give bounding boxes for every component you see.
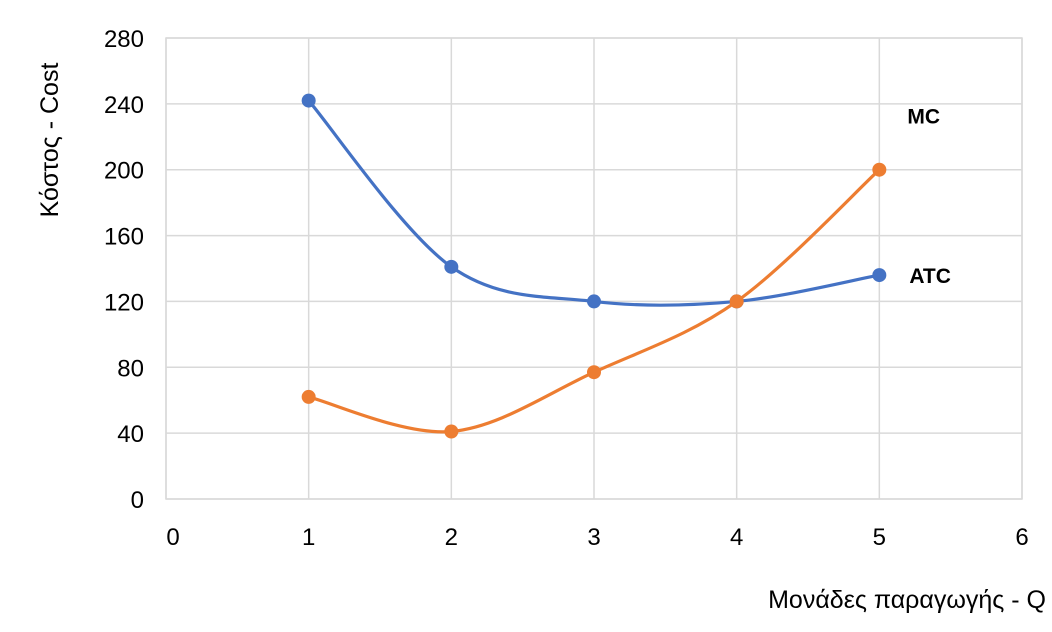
y-axis-title: Κόστος - Cost <box>36 63 64 218</box>
atc-data-point <box>301 93 316 108</box>
mc-data-point <box>872 162 887 177</box>
mc-data-point <box>587 365 601 380</box>
series-layer: ATC MC <box>301 93 951 439</box>
x-tick-label: 1 <box>302 524 315 551</box>
x-tick-label: 6 <box>1015 524 1028 551</box>
y-tick-label: 160 <box>104 224 144 251</box>
y-tick-label: 120 <box>104 289 144 316</box>
x-tick-label: 3 <box>587 524 600 551</box>
mc-series-label: MC <box>907 106 940 129</box>
y-tick-label: 280 <box>104 26 144 53</box>
x-tick-label: 5 <box>873 524 886 551</box>
x-axis-title: Μονάδες παραγωγής - Q <box>768 586 1046 614</box>
x-tick-label: 4 <box>730 524 743 551</box>
x-tick-label: 2 <box>445 524 458 551</box>
x-tick-label: 0 <box>166 524 179 551</box>
atc-data-point <box>587 294 601 309</box>
atc-series-label: ATC <box>909 265 951 288</box>
y-tick-label: 0 <box>131 487 144 514</box>
y-tick-label: 40 <box>117 421 144 448</box>
y-axis-ticks: 0 40 80 120 160 200 240 280 <box>104 26 144 514</box>
x-axis-ticks: 0 1 2 3 4 5 6 <box>166 524 1028 551</box>
y-tick-label: 80 <box>117 355 144 382</box>
atc-data-point <box>872 268 887 283</box>
y-tick-label: 240 <box>104 92 144 119</box>
mc-data-point <box>444 424 459 439</box>
mc-data-point <box>729 294 744 309</box>
plot-frame <box>165 37 1023 500</box>
mc-data-point <box>301 389 316 404</box>
atc-data-point <box>444 259 459 274</box>
y-tick-label: 200 <box>104 158 144 185</box>
